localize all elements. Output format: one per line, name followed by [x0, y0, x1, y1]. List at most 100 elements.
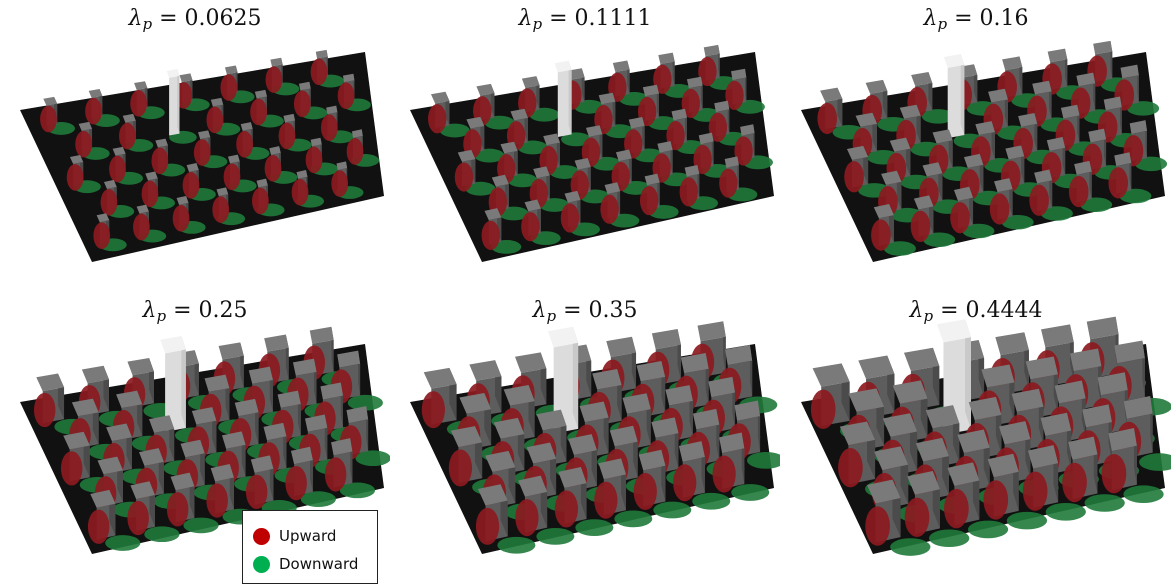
upward-region	[75, 130, 93, 158]
block-top-face	[585, 125, 603, 137]
block-top-face	[450, 426, 483, 448]
upward-region	[66, 164, 84, 191]
cube-block	[481, 208, 522, 254]
block-top-face	[514, 352, 547, 373]
cube-block	[66, 155, 101, 194]
cube-block	[291, 170, 325, 208]
block-top-face	[1093, 40, 1113, 55]
block-top-face	[518, 475, 548, 497]
block-top-face	[216, 187, 229, 197]
block-top-face	[250, 455, 274, 473]
block-top-face	[283, 113, 296, 123]
block-top-face	[1034, 169, 1053, 184]
block-top-face	[558, 466, 587, 489]
cube-block	[844, 145, 891, 198]
block-top-face	[1120, 64, 1139, 79]
scene-render	[20, 49, 384, 262]
block-top-face	[937, 319, 971, 343]
block-top-face	[510, 108, 528, 121]
block-top-face	[186, 163, 199, 172]
downward-region	[614, 510, 653, 528]
block-top-face	[1005, 145, 1025, 160]
panel-3: λp = 0.16	[781, 0, 1171, 292]
cube-block	[910, 195, 956, 248]
block-top-face	[915, 437, 949, 462]
upward-region	[950, 202, 970, 234]
cube-block	[151, 138, 186, 177]
upward-region	[481, 220, 500, 250]
cube-block	[100, 179, 135, 218]
upward-region	[719, 168, 738, 198]
block-top-face	[296, 170, 308, 179]
block-top-face	[90, 489, 116, 508]
block-top-face	[240, 122, 253, 131]
block-top-face	[1032, 80, 1052, 95]
block-front-face	[557, 69, 572, 137]
cube-block	[324, 438, 376, 499]
block-front-face	[947, 64, 965, 139]
downward-region	[1084, 494, 1125, 512]
block-side-face	[572, 326, 579, 429]
upward-region	[1062, 462, 1087, 503]
downward-region	[692, 492, 731, 510]
lambda-value: 0.25	[198, 298, 248, 323]
block-top-face	[848, 388, 885, 412]
cube-block	[236, 122, 270, 160]
cube-block	[594, 92, 635, 139]
block-top-face	[430, 91, 450, 104]
cube-block	[539, 133, 580, 179]
block-top-face	[686, 76, 703, 89]
block-top-face	[469, 360, 502, 381]
block-top-face	[999, 421, 1031, 445]
block-top-face	[1103, 96, 1122, 111]
downward-region	[967, 520, 1009, 539]
downward-region	[491, 239, 522, 254]
block-top-face	[567, 68, 585, 80]
upward-region	[320, 114, 338, 142]
block-top-face	[658, 52, 675, 65]
block-top-face	[899, 104, 921, 119]
block-top-face	[222, 431, 246, 449]
cube-block	[734, 124, 773, 170]
block-top-face	[907, 470, 940, 495]
downward-region	[549, 165, 580, 179]
block-top-face	[981, 364, 1015, 388]
cube-block	[871, 204, 916, 256]
block-top-face	[943, 53, 965, 68]
block-top-face	[855, 112, 878, 127]
block-top-face	[889, 137, 911, 152]
block-top-face	[651, 328, 681, 350]
downward-region	[347, 394, 383, 411]
cube-block	[1101, 427, 1164, 503]
upward-region	[554, 490, 579, 528]
block-top-face	[1108, 427, 1137, 452]
upward-region	[712, 455, 736, 493]
cube-block	[337, 73, 371, 112]
block-top-face	[180, 439, 205, 458]
cube-block	[639, 173, 679, 219]
upward-region	[206, 106, 224, 134]
cube-block	[497, 141, 538, 188]
cube-block	[206, 97, 241, 136]
cube-block	[488, 174, 529, 221]
lambda-value: 0.1111	[574, 6, 652, 31]
cube-block	[448, 426, 511, 496]
upward-region	[989, 193, 1010, 225]
cube-block	[310, 49, 345, 88]
block-top-face	[922, 162, 943, 177]
block-top-face	[873, 204, 894, 219]
cube-block	[220, 65, 255, 104]
block-top-face	[731, 68, 747, 81]
cube-block	[166, 472, 219, 534]
legend-label: Downward	[279, 555, 359, 573]
cube-block	[944, 462, 1009, 539]
block-top-face	[1027, 445, 1059, 469]
downward-region	[1139, 453, 1171, 471]
block-top-face	[579, 401, 609, 423]
cube-block	[175, 73, 210, 112]
block-top-face	[43, 96, 58, 106]
upward-region	[85, 97, 102, 125]
lambda-value: 0.16	[979, 6, 1029, 31]
block-top-face	[1076, 72, 1096, 87]
block-top-face	[547, 326, 579, 348]
